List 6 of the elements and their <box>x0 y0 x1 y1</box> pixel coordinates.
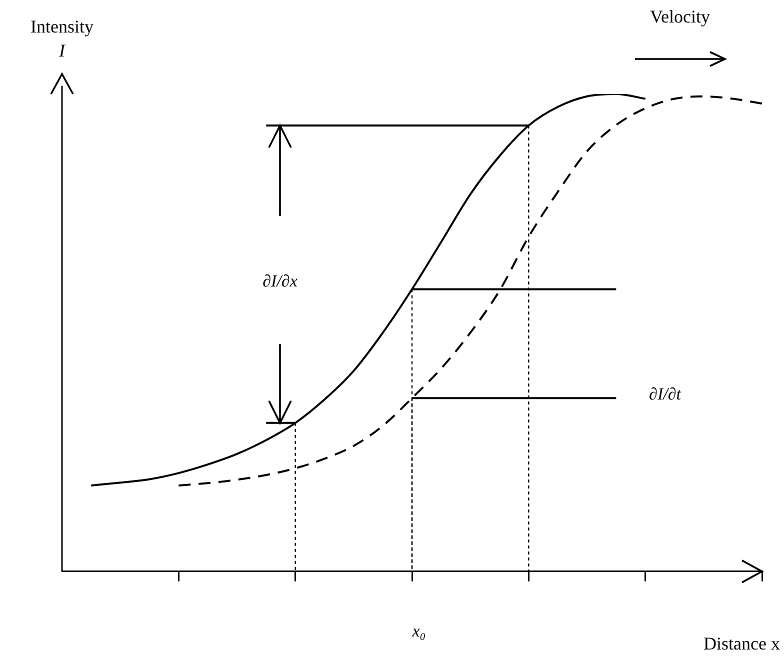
annotation: ∂I/∂t <box>649 384 682 404</box>
text: Velocity <box>650 6 710 27</box>
x-axis-title: Distance x <box>704 634 780 654</box>
text: x₀ <box>411 621 426 640</box>
annotation: ∂I/∂x <box>262 271 298 290</box>
y-axis-title: Intensity I <box>30 16 94 61</box>
